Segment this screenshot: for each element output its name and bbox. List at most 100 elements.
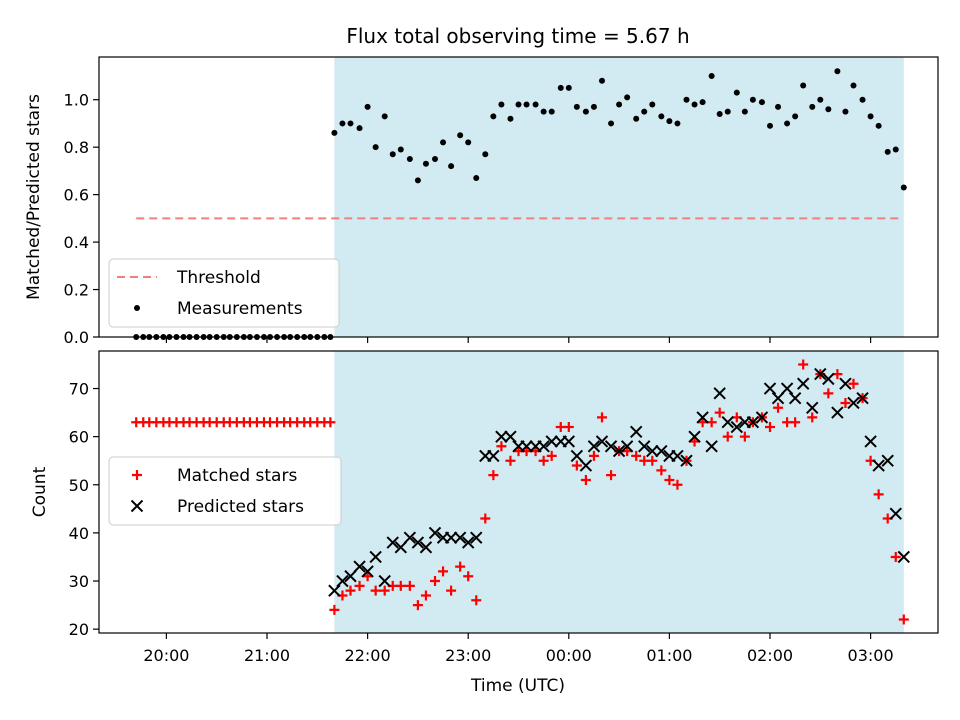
matched-star-point [840,397,851,408]
x-tick-label: 02:00 [747,646,793,665]
predicted-star-point [814,367,827,381]
y-tick-label: 0.2 [64,281,89,300]
predicted-star-point [419,541,433,554]
predicted-star-point [771,391,785,405]
legend-label: Threshold [176,268,261,288]
measurement-point [532,101,539,108]
predicted-star-point [831,406,844,419]
matched-star-point [345,585,356,596]
predicted-star-point [562,435,576,448]
measurement-point [766,122,773,129]
count-y-axis-label: Count [30,466,50,517]
measurement-point [432,156,439,163]
matched-star-point [672,479,683,490]
predicted-star-point [394,541,408,554]
predicted-star-point [620,440,634,453]
y-tick-label: 50 [69,476,89,495]
predicted-star-point [856,391,869,405]
measurement-point [573,103,580,110]
predicted-star-point [889,507,902,520]
matched-star-point [764,422,775,433]
measurement-point [372,144,379,151]
x-tick-label: 21:00 [244,646,290,665]
measurement-point [406,156,413,163]
measurement-point [758,99,765,106]
predicted-star-point [604,440,618,453]
measurement-point [666,118,673,125]
measurement-point [608,120,615,127]
matched-star-point [329,604,340,615]
predicted-star-point [872,459,885,472]
measurement-point [641,108,648,115]
measurement-point [590,103,597,110]
matched-star-point [631,450,642,461]
measurement-point [649,101,656,108]
matched-star-point [404,580,415,591]
x-tick-label: 00:00 [546,646,592,665]
matched-star-point [664,474,675,485]
measurement-point [616,101,623,108]
matched-star-point [647,455,658,466]
legend-label: Predicted stars [177,497,304,517]
predicted-star-point [378,574,391,588]
observing-window-band [334,351,904,633]
legend-box [108,258,340,328]
predicted-star-point [587,440,601,453]
x-tick-label: 20:00 [143,646,189,665]
predicted-star-point [638,440,651,453]
ratio-y-axis-label: Matched/Predicted stars [24,94,44,300]
measurement-point [741,108,748,115]
measurement-point [414,177,421,184]
measurement-point [515,101,522,108]
y-tick-label: 0.8 [64,138,89,157]
matched-star-point [571,460,582,471]
predicted-star-point [353,560,366,573]
predicted-star-point [881,454,894,467]
predicted-star-point [788,391,802,405]
predicted-star-point [444,531,458,544]
predicted-star-point [796,377,810,390]
predicted-star-point [897,550,911,564]
predicted-star-point [612,444,626,458]
measurement-point [683,96,690,103]
matched-star-point [362,571,373,582]
predicted-star-point [730,420,744,434]
measurement-point [565,84,572,91]
count-y-ticks: 20 30 40 50 60 70 [69,380,99,639]
matched-star-point [606,470,617,481]
matched-star-point [354,580,365,591]
measurement-point [540,108,547,115]
ratio-x-ticks [165,337,872,343]
x-tick-label: 23:00 [445,646,491,665]
legend-box [108,456,342,526]
predicted-star-point [680,454,693,467]
predicted-star-point [806,401,819,414]
observing-window-shading [334,351,904,633]
x-tick-label: 22:00 [345,646,391,665]
matched-star-point [446,585,457,596]
predicted-star-point [411,536,425,549]
measurement-point [465,139,472,146]
measurement-point [809,103,816,110]
ratio-y-ticks: 0.0 0.2 0.4 0.6 0.8 1.0 [64,91,99,347]
matched-star-point [588,450,599,461]
measurement-point [867,113,874,120]
y-tick-label: 1.0 [64,91,89,110]
matched-star-point [379,585,390,596]
matched-star-point [739,431,750,442]
measurement-point [557,84,564,91]
measurement-point [724,108,731,115]
matched-star-point [689,436,700,447]
measurement-point [900,184,907,191]
measurement-point [884,148,891,155]
matched-star-point [697,417,708,428]
y-tick-label: 60 [69,428,89,447]
measurement-point [784,120,791,127]
matched-star-point [773,402,784,413]
matched-star-point [823,388,834,399]
ratio-panel: 0.0 0.2 0.4 0.6 0.8 1.0 Matched/Predicted sta… [24,56,939,347]
predicted-star-point [495,430,508,443]
measurement-point [792,113,799,120]
predicted-star-point [688,430,701,443]
predicted-star-point [453,531,467,544]
